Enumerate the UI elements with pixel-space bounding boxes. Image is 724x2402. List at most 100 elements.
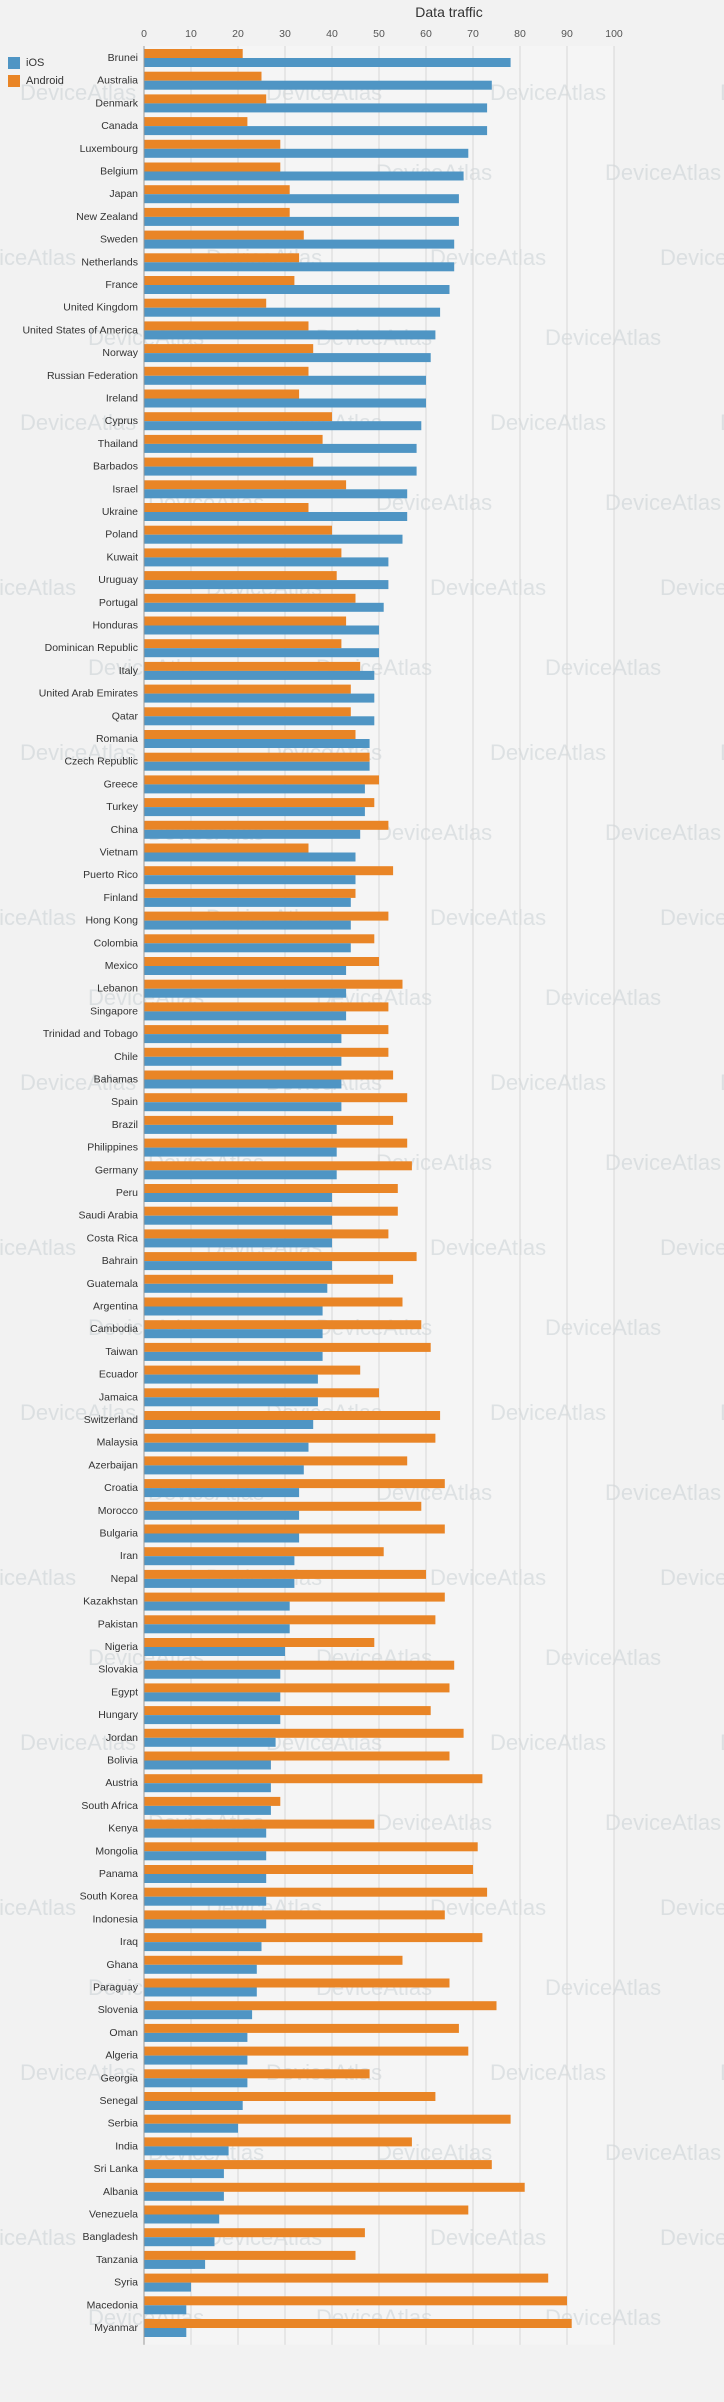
bar-android-united-states-of-america (144, 321, 309, 331)
category-label-singapore: Singapore (90, 1005, 138, 1017)
category-label-belgium: Belgium (100, 166, 138, 178)
bar-android-pakistan (144, 1615, 436, 1625)
bar-android-germany (144, 1161, 412, 1171)
category-label-iraq: Iraq (120, 1936, 138, 1948)
bar-android-slovenia (144, 2001, 497, 2011)
bar-ios-lebanon (144, 988, 347, 998)
bar-ios-vietnam (144, 852, 356, 862)
category-label-luxembourg: Luxembourg (80, 143, 139, 155)
bar-android-mexico (144, 957, 379, 966)
bar-ios-ghana (144, 1964, 257, 1974)
category-label-saudi-arabia: Saudi Arabia (78, 1210, 138, 1222)
watermark-logo: DeviceAtlas (605, 160, 721, 185)
bar-android-egypt (144, 1683, 450, 1693)
bar-ios-taiwan (144, 1351, 323, 1361)
watermark-logo: DeviceAtlas (490, 1070, 606, 1095)
bar-ios-myanmar (144, 2328, 187, 2337)
legend-label-android: Android (26, 75, 64, 87)
bar-ios-kenya (144, 1828, 267, 1838)
category-label-barbados: Barbados (93, 461, 138, 473)
bar-ios-israel (144, 489, 408, 499)
watermark-logo: DeviceAtlas (660, 2225, 724, 2250)
bar-android-new-zealand (144, 207, 290, 217)
bar-android-panama (144, 1865, 473, 1874)
bar-ios-cyprus (144, 421, 422, 431)
bar-android-malaysia (144, 1433, 436, 1443)
watermark-logo: DeviceAtlas (720, 1730, 724, 1755)
watermark-logo: DeviceAtlas (430, 905, 546, 930)
bar-ios-puerto-rico (144, 875, 356, 885)
category-label-switzerland: Switzerland (84, 1414, 138, 1426)
bar-android-paraguay (144, 1978, 450, 1988)
bar-ios-egypt (144, 1692, 281, 1702)
category-label-ukraine: Ukraine (102, 506, 138, 518)
category-label-albania: Albania (103, 2186, 138, 2198)
bar-ios-sri-lanka (144, 2169, 224, 2179)
bar-ios-senegal (144, 2101, 243, 2110)
bar-android-ireland (144, 389, 300, 399)
category-label-trinidad-and-tobago: Trinidad and Tobago (43, 1028, 138, 1040)
watermark-logo: DeviceAtlas (720, 2060, 724, 2085)
bar-ios-albania (144, 2191, 224, 2201)
bar-ios-bulgaria (144, 1533, 300, 1543)
bar-ios-singapore (144, 1011, 347, 1021)
bar-ios-iran (144, 1556, 295, 1566)
bar-ios-brunei (144, 58, 511, 67)
watermark-logo: DeviceAtlas (660, 1895, 724, 1920)
watermark-logo: DeviceAtlas (605, 1480, 721, 1505)
category-label-bahrain: Bahrain (102, 1255, 138, 1267)
bar-android-mongolia (144, 1842, 478, 1852)
bar-ios-austria (144, 1783, 271, 1793)
category-label-bulgaria: Bulgaria (99, 1528, 138, 1540)
x-tick-label-80: 80 (514, 28, 526, 40)
category-label-kenya: Kenya (108, 1823, 138, 1835)
watermark-logo: DeviceAtlas (20, 1400, 136, 1425)
category-label-uruguay: Uruguay (98, 574, 138, 586)
x-tick-label-10: 10 (185, 28, 197, 40)
watermark-logo: DeviceAtlas (605, 1810, 721, 1835)
bar-android-romania (144, 730, 356, 739)
bar-android-albania (144, 2182, 525, 2192)
category-label-bangladesh: Bangladesh (83, 2231, 139, 2243)
bar-android-greece (144, 775, 379, 785)
category-label-hong-kong: Hong Kong (85, 915, 138, 927)
category-label-jamaica: Jamaica (99, 1391, 138, 1403)
watermark-logo: DeviceAtlas (605, 820, 721, 845)
watermark-logo: DeviceAtlas (0, 905, 76, 930)
watermark-logo: DeviceAtlas (490, 740, 606, 765)
bar-android-azerbaijan (144, 1456, 408, 1466)
bar-ios-peru (144, 1193, 332, 1202)
watermark-logo: DeviceAtlas (376, 820, 492, 845)
x-tick-label-30: 30 (279, 28, 291, 40)
watermark-logo: DeviceAtlas (20, 1070, 136, 1095)
bar-ios-bolivia (144, 1760, 271, 1770)
bar-android-singapore (144, 1002, 389, 1012)
legend-item-android[interactable]: Android (8, 72, 64, 90)
watermark-logo: DeviceAtlas (545, 1975, 661, 2000)
category-label-finland: Finland (104, 892, 139, 904)
bar-android-dominican-republic (144, 639, 342, 649)
legend-swatch-android (8, 75, 20, 87)
category-label-morocco: Morocco (98, 1505, 138, 1517)
bar-android-kuwait (144, 548, 342, 558)
bar-ios-jamaica (144, 1397, 318, 1407)
bar-android-hungary (144, 1706, 431, 1716)
category-label-bahamas: Bahamas (94, 1074, 138, 1086)
category-label-cyprus: Cyprus (105, 415, 138, 427)
bar-ios-hungary (144, 1715, 281, 1725)
bar-android-tanzania (144, 2250, 356, 2260)
legend-item-ios[interactable]: iOS (8, 54, 64, 72)
watermark-logo: DeviceAtlas (720, 1400, 724, 1425)
bar-android-austria (144, 1774, 483, 1784)
category-label-taiwan: Taiwan (105, 1346, 138, 1358)
bar-ios-mongolia (144, 1851, 267, 1861)
bar-android-nepal (144, 1569, 426, 1579)
bar-android-algeria (144, 2046, 469, 2056)
bar-ios-germany (144, 1170, 337, 1180)
bar-android-bolivia (144, 1751, 450, 1761)
category-label-brazil: Brazil (112, 1119, 138, 1131)
bar-ios-jordan (144, 1737, 276, 1747)
bar-android-vietnam (144, 843, 309, 853)
bar-android-finland (144, 888, 356, 898)
bar-android-south-africa (144, 1796, 281, 1806)
